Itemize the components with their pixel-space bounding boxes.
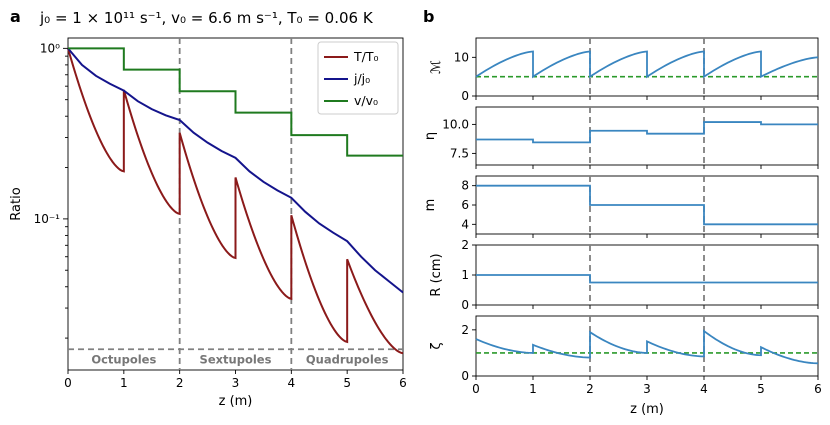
x-tick-label-a: 1 xyxy=(120,376,128,390)
y-tick-label-b: 0 xyxy=(461,298,469,312)
y-tick-label-b: 6 xyxy=(461,198,469,212)
x-axis-label-a: z (m) xyxy=(219,394,253,409)
panel-b-charts: 0 10 ℳ 7.5 10.0 η 4 6 8 m 0 1 2 R (cm) 0 2 0 1 2 3 4 5 6 ζ z (m) xyxy=(423,37,822,417)
panel-a-chart: 0 1 2 3 4 5 6 10⁰ 10⁻¹ z (m) Ratio Octupoles Sextupo… xyxy=(9,37,407,409)
panel-b-letter: b xyxy=(423,7,434,26)
x-tick-label-a: 3 xyxy=(232,376,240,390)
series-line-j xyxy=(67,47,404,294)
x-tick-label-a: 4 xyxy=(288,376,296,390)
y-axis-label-b: ℳ xyxy=(429,60,444,74)
subplot-0: 0 10 ℳ xyxy=(429,37,819,103)
region-label: Quadrupoles xyxy=(306,352,389,366)
subplot-line xyxy=(475,50,819,79)
y-tick-label-b: 10 xyxy=(454,50,469,64)
y-tick-label-b: 0 xyxy=(461,89,469,103)
x-tick-label-a: 2 xyxy=(176,376,184,390)
subplot-line xyxy=(476,121,818,144)
subplot-frame xyxy=(475,106,819,166)
panel-a-title: j₀ = 1 × 10¹¹ s⁻¹, v₀ = 6.6 m s⁻¹, T₀ = … xyxy=(39,9,374,27)
y-tick-label-b: 10.0 xyxy=(442,117,469,131)
subplot-line xyxy=(476,274,818,284)
y-tick-label-b: 8 xyxy=(461,179,469,193)
subplot-line xyxy=(475,329,819,365)
legend-entry: T/T₀ xyxy=(353,49,379,64)
legend-a: T/T₀ j/j₀ v/v₀ xyxy=(317,41,399,115)
subplot-4: 0 2 0 1 2 3 4 5 6 ζ xyxy=(429,315,822,396)
y-tick-label-b: 7.5 xyxy=(450,146,469,160)
legend-entry: v/v₀ xyxy=(354,93,378,108)
y-axis-label-b: R (cm) xyxy=(429,253,444,296)
y-tick-label-a: 10⁰ xyxy=(40,41,60,55)
x-tick-label-b: 0 xyxy=(472,382,480,396)
x-axis-label-b: z (m) xyxy=(630,402,664,417)
y-axis-label-b: ζ xyxy=(429,342,444,349)
series-line-v xyxy=(68,47,403,157)
y-axis-label-b: m xyxy=(423,199,438,212)
x-tick-label-b: 3 xyxy=(643,382,651,396)
x-tick-label-a: 6 xyxy=(399,376,407,390)
x-tick-label-b: 5 xyxy=(757,382,765,396)
x-tick-label-b: 1 xyxy=(529,382,537,396)
x-tick-label-a: 5 xyxy=(343,376,351,390)
x-tick-label-b: 6 xyxy=(814,382,822,396)
subplot-line xyxy=(476,184,818,226)
x-tick-label-a: 0 xyxy=(64,376,72,390)
panel-a-letter: a xyxy=(10,7,21,26)
series-line-T xyxy=(67,48,404,355)
x-tick-label-b: 4 xyxy=(700,382,708,396)
y-axis-label-b: η xyxy=(423,132,438,140)
region-label: Octupoles xyxy=(91,352,156,366)
subplot-1: 7.5 10.0 η xyxy=(423,106,819,169)
subplot-2: 4 6 8 m xyxy=(423,175,819,238)
region-label: Sextupoles xyxy=(200,352,272,366)
y-tick-label-a: 10⁻¹ xyxy=(34,212,61,226)
y-tick-label-b: 0 xyxy=(461,369,469,383)
subplot-3: 0 1 2 R (cm) xyxy=(429,238,819,312)
x-tick-label-b: 2 xyxy=(586,382,594,396)
legend-box xyxy=(317,41,399,115)
y-tick-label-b: 2 xyxy=(461,323,469,337)
y-tick-label-b: 2 xyxy=(461,238,469,252)
y-tick-label-b: 1 xyxy=(461,268,469,282)
legend-entry: j/j₀ xyxy=(353,71,370,86)
y-axis-label-a: Ratio xyxy=(9,187,24,220)
y-tick-label-b: 4 xyxy=(461,217,469,231)
